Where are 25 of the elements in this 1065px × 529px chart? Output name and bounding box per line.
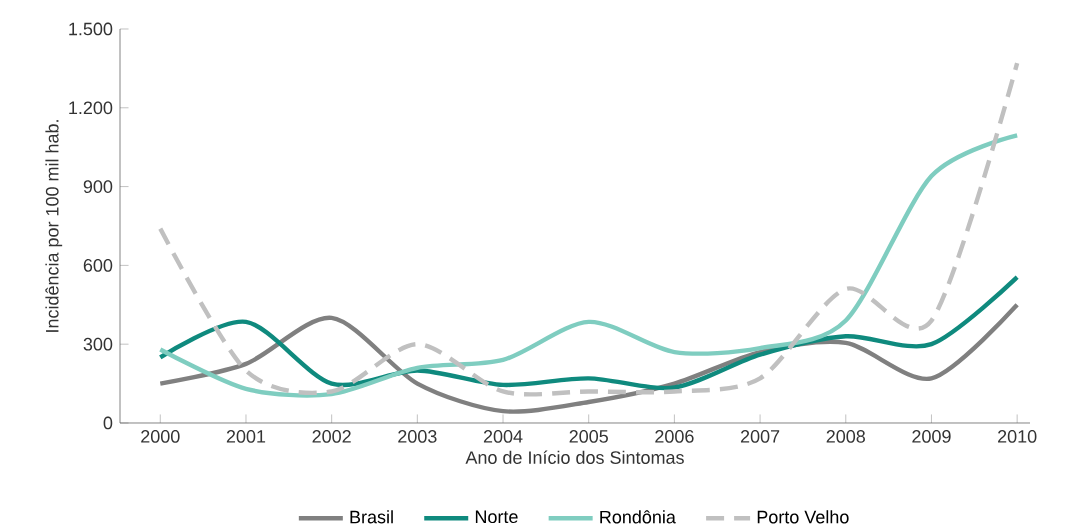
- x-tick-label: 2001: [226, 430, 266, 443]
- y-tick-label: 0: [103, 416, 113, 430]
- y-tick-label: 600: [83, 259, 113, 272]
- x-tick-label: 2002: [312, 430, 351, 443]
- legend-label: Rondônia: [600, 510, 676, 524]
- line-series: [158, 275, 1020, 391]
- x-tick-label: 2000: [141, 430, 180, 443]
- x-tick-label: 2008: [826, 430, 865, 443]
- x-tick-label: 2007: [740, 430, 780, 443]
- y-axis-title: Incidência por 100 mil hab.: [45, 120, 63, 332]
- y-tick-label: 900: [83, 180, 113, 193]
- x-tick-label: 2004: [483, 430, 523, 443]
- x-axis-title: Ano de Início dos Sintomas: [465, 450, 684, 464]
- y-tick-label: 300: [83, 337, 113, 351]
- y-tick-label: 1.200: [69, 101, 113, 115]
- legend-label: Brasil: [350, 510, 393, 524]
- y-tick-label: 1.500: [69, 22, 113, 36]
- x-tick-label: 2003: [398, 430, 437, 443]
- x-tick-label: 2006: [655, 430, 694, 443]
- legend-label: Norte: [475, 510, 518, 524]
- x-tick-label: 2009: [912, 430, 951, 443]
- line-series: [158, 133, 1020, 398]
- x-tick-label: 2010: [998, 430, 1037, 443]
- x-tick-label: 2005: [569, 430, 608, 443]
- legend-label: Porto Velho: [757, 510, 849, 524]
